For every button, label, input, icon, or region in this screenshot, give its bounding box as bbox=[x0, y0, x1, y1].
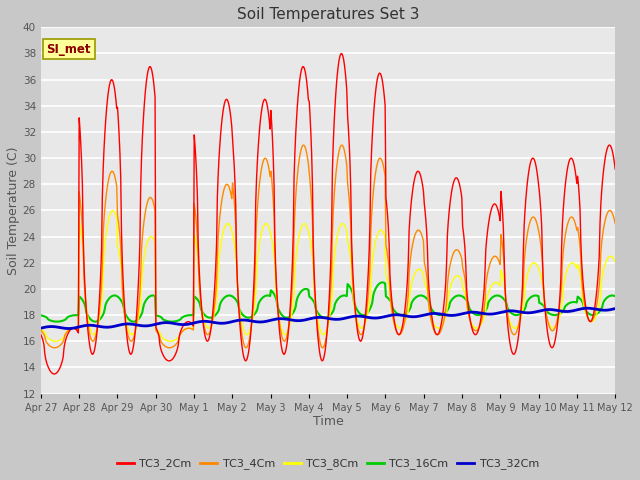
Title: Soil Temperatures Set 3: Soil Temperatures Set 3 bbox=[237, 7, 419, 22]
Text: SI_met: SI_met bbox=[47, 43, 91, 56]
X-axis label: Time: Time bbox=[312, 415, 344, 429]
Legend: TC3_2Cm, TC3_4Cm, TC3_8Cm, TC3_16Cm, TC3_32Cm: TC3_2Cm, TC3_4Cm, TC3_8Cm, TC3_16Cm, TC3… bbox=[113, 454, 543, 474]
Y-axis label: Soil Temperature (C): Soil Temperature (C) bbox=[7, 146, 20, 275]
